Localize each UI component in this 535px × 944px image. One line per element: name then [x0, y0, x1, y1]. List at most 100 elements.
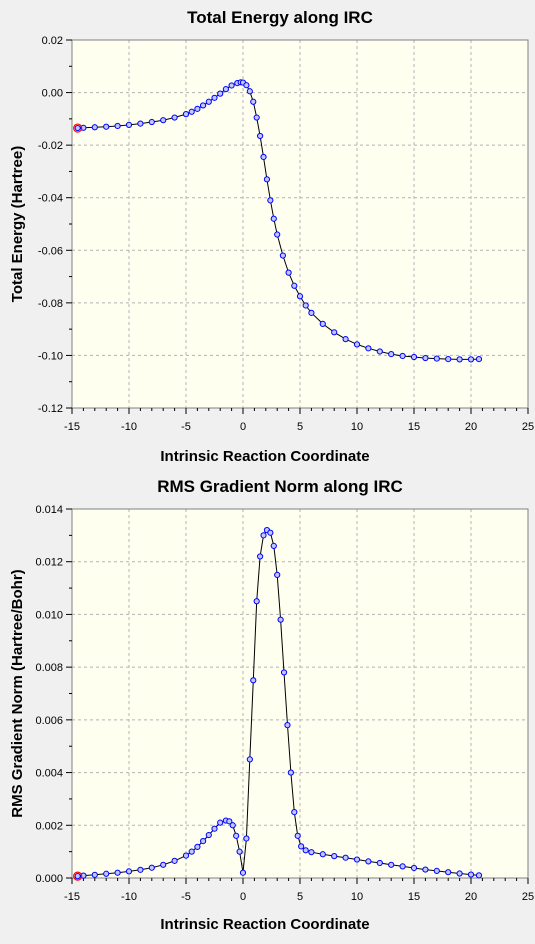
chart2-ytick-label: 0.010 [35, 609, 63, 621]
chart2-data-point [277, 616, 284, 623]
chart2-data-point [182, 852, 190, 859]
chart1-data-point [475, 356, 483, 363]
chart2-data-point [399, 863, 406, 870]
chart2-ytick-label: 0.008 [35, 662, 63, 674]
chart1-data-point [148, 118, 155, 126]
chart2-data-point [160, 861, 167, 868]
chart1-data-point [302, 302, 309, 309]
chart2-data-point [205, 831, 212, 839]
chart1-data-point [445, 356, 452, 363]
chart2-ytick-label: 0.002 [35, 820, 63, 832]
chart2-ytick-label: 0.004 [35, 768, 63, 780]
chart1-ytick-label: -0.08 [38, 298, 63, 310]
chart2-data-point [211, 825, 218, 832]
chart1-data-point [267, 197, 274, 204]
chart1-data-point [331, 329, 338, 336]
chart1-xtick-label: 5 [297, 421, 303, 433]
chart2-data-point [91, 871, 98, 878]
chart1-data-point [250, 98, 257, 105]
chart2-xlabel: Intrinsic Reaction Coordinate [160, 916, 369, 933]
chart1-xtick-label: -10 [121, 421, 137, 433]
chart2-data-point [257, 553, 264, 560]
chart1-xtick-label: 20 [465, 421, 477, 433]
chart1-data-point [125, 121, 133, 129]
chart2-ytick-label: 0.006 [35, 715, 63, 727]
chart2-data-point [319, 851, 326, 858]
chart1-data-point [308, 309, 315, 316]
chart2-data-point [243, 835, 250, 842]
chart1-data-point [257, 132, 264, 140]
chart2-data-point [171, 857, 178, 864]
chart2-data-point [270, 542, 277, 550]
chart2-data-point [467, 871, 475, 878]
chart2-data-point [433, 867, 440, 874]
chart2-data-point [74, 873, 81, 880]
chart1-data-point [285, 269, 292, 276]
chart1-title: Total Energy along IRC [187, 8, 373, 27]
chart1-data-point [211, 94, 218, 101]
chart2-data-point [233, 832, 240, 839]
chart1-data-point [319, 320, 326, 327]
chart1-xlabel: Intrinsic Reaction Coordinate [160, 448, 369, 465]
chart2-data-point [260, 532, 267, 539]
chart1-data-point [222, 86, 229, 93]
chart1-xtick-label: 15 [408, 421, 420, 433]
chart1-ytick-label: 0.02 [42, 35, 63, 47]
chart2-data-point [342, 854, 349, 861]
chart1: Total Energy along IRC -0.12 -0.10 -0.08 -0.… [9, 8, 534, 465]
chart1-ytick-label: -0.06 [38, 245, 63, 257]
chart1-data-point [376, 348, 383, 355]
chart1-data-point [433, 355, 440, 362]
chart2-xtick-label: -5 [181, 891, 191, 903]
chart1-data-point [388, 351, 395, 358]
chart2-title: RMS Gradient Norm along IRC [157, 477, 403, 496]
chart1-ylabel: Total Energy (Hartree) [9, 146, 26, 302]
chart1-data-point [253, 114, 260, 121]
chart1-ytick-label: -0.10 [38, 350, 63, 362]
chart1-data-point [410, 353, 418, 361]
chart2-data-point [274, 571, 281, 578]
chart1-data-point [422, 354, 429, 362]
chart1-data-point [342, 336, 349, 343]
chart1-ytick-label: -0.12 [38, 403, 63, 415]
chart2-data-point [291, 809, 298, 816]
chart1-data-point [200, 102, 207, 109]
chart2-data-point [236, 848, 243, 855]
chart1-data-point [74, 124, 81, 132]
chart1-data-point [296, 293, 304, 300]
chart2-data-point [294, 832, 301, 839]
chart2-data-point [376, 859, 383, 867]
chart1-data-point [114, 122, 121, 130]
chart1-data-point [243, 82, 250, 89]
chart1-data-point [279, 252, 286, 259]
chart1-ytick-label: -0.02 [38, 140, 63, 152]
chart2-xtick-label: 0 [240, 891, 246, 903]
chart1-xtick-label: 0 [240, 421, 246, 433]
chart1-data-point [137, 120, 144, 127]
chart1-ytick-label: -0.04 [38, 193, 63, 205]
chart1-data-point [194, 105, 201, 112]
chart2-data-point [445, 869, 452, 876]
chart2-data-point [308, 849, 315, 856]
chart1-xtick-label: 25 [522, 421, 534, 433]
chart1-ytick-label: 0.00 [42, 88, 63, 100]
chart1-data-point [456, 356, 463, 363]
chart2-data-point [353, 856, 361, 863]
chart2-xtick-label: -15 [64, 891, 80, 903]
chart1-data-point [217, 90, 224, 97]
chart2-xtick-label: 20 [465, 891, 477, 903]
chart1-data-point [246, 88, 253, 95]
chart1-data-point [353, 341, 361, 348]
chart2-data-point [456, 870, 463, 877]
chart2-data-point [302, 847, 309, 854]
chart2-data-point [148, 864, 155, 871]
chart1-start-point-marker [73, 123, 83, 133]
chart2-xtick-label: -10 [121, 891, 137, 903]
chart2-xtick-label: 25 [522, 891, 534, 903]
chart2-data-point [253, 598, 260, 605]
chart2-data-point [280, 669, 288, 676]
chart2-xtick-label: 10 [351, 891, 363, 903]
chart1-data-point [103, 123, 110, 130]
